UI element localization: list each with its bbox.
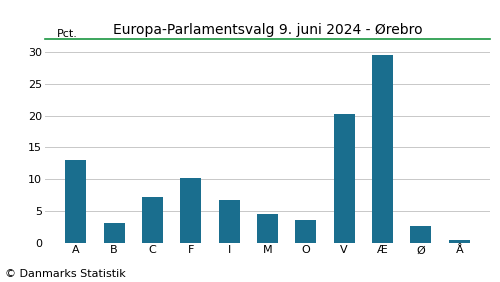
Bar (180, 179, 202, 243)
Bar (257, 214, 278, 243)
Bar (410, 226, 432, 243)
Bar (65, 160, 86, 243)
Bar (448, 240, 470, 243)
Bar (218, 200, 240, 243)
Text: © Danmarks Statistik: © Danmarks Statistik (5, 269, 126, 279)
Bar (104, 223, 124, 243)
Bar (372, 55, 393, 243)
Bar (142, 197, 163, 243)
Title: Europa-Parlamentsvalg 9. juni 2024 - Ørebro: Europa-Parlamentsvalg 9. juni 2024 - Øre… (112, 23, 422, 37)
Text: Pct.: Pct. (56, 30, 78, 39)
Bar (334, 114, 354, 243)
Bar (296, 220, 316, 243)
